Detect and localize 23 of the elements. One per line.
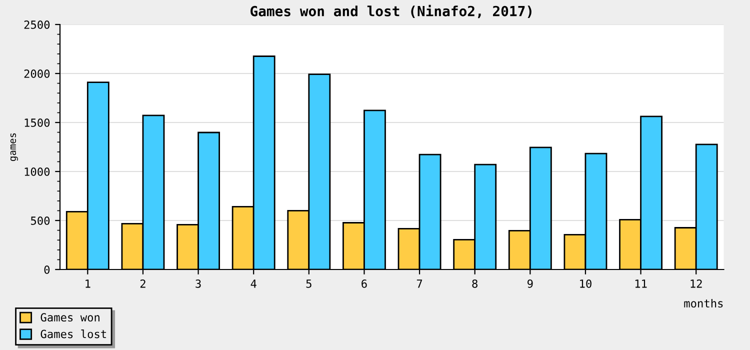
x-tick-label: 1	[86, 280, 90, 288]
legend-label: Games won	[40, 313, 100, 322]
y-tick-label: 1500	[24, 118, 50, 127]
x-tick-label: 8	[472, 279, 478, 288]
x-tick-label: 9	[528, 279, 533, 288]
chart-title: Games won and lost (Ninafo2, 2017)	[250, 4, 532, 18]
x-tick-label: 10	[580, 279, 592, 288]
x-tick-label: 7	[416, 280, 422, 288]
x-tick-label: 5	[306, 280, 312, 288]
y-axis-title: games	[10, 133, 18, 162]
y-tick-label: 2000	[24, 70, 50, 78]
legend-label: Games lost	[40, 330, 106, 338]
y-tick-label: 1000	[24, 168, 50, 176]
x-tick-label: 12	[690, 279, 702, 288]
x-tick-label: 11	[635, 280, 647, 288]
x-tick-label: 6	[362, 279, 367, 288]
x-tick-label: 3	[196, 279, 201, 288]
x-axis-title: months	[684, 298, 723, 308]
y-tick-label: 2500	[24, 20, 50, 29]
y-tick-label: 0	[44, 266, 50, 274]
x-tick-label: 2	[140, 279, 146, 288]
y-tick-label: 500	[30, 216, 50, 225]
x-tick-label: 4	[250, 280, 256, 288]
